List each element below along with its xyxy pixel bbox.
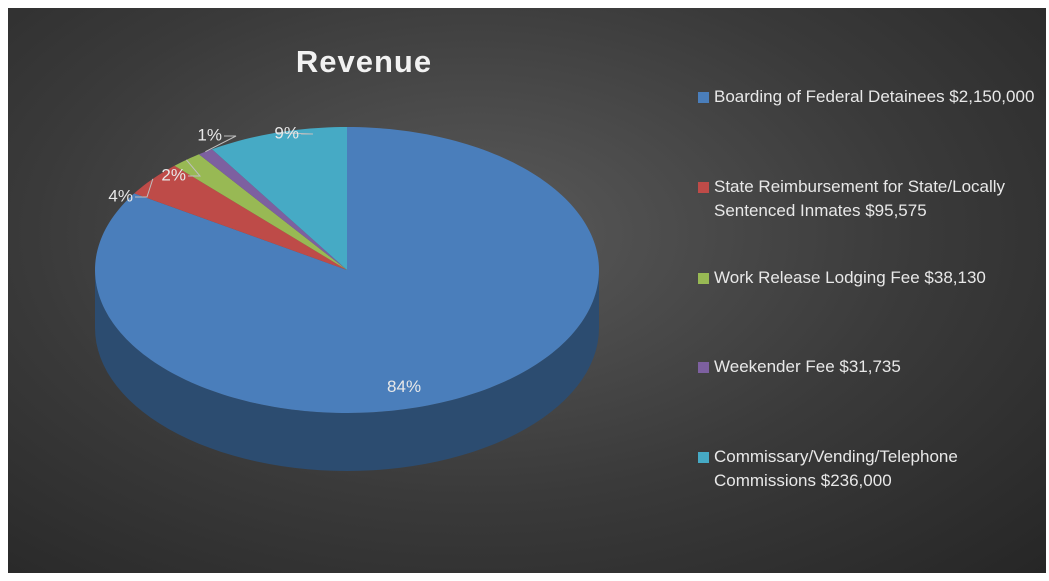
legend-label: Boarding of Federal Detainees $2,150,000	[714, 87, 1035, 106]
legend-swatch	[698, 273, 709, 284]
legend-label: Commissary/Vending/Telephone Commissions…	[714, 447, 958, 490]
legend-label: Work Release Lodging Fee $38,130	[714, 268, 986, 287]
chart: 84% 4% 2% 1% 9%	[95, 123, 599, 471]
chart-area: 84% 4% 2% 1% 9% Revenue Boarding of Federal …	[8, 8, 1046, 573]
leader-line	[185, 159, 202, 177]
pie-slice	[134, 165, 347, 270]
data-label: 4%	[108, 186, 133, 205]
pie-slice	[198, 149, 347, 270]
legend-swatch	[698, 92, 709, 103]
pie-slice	[211, 127, 347, 270]
leader-line	[205, 135, 237, 153]
legend-swatch	[698, 182, 709, 193]
pie-slice	[174, 154, 347, 270]
legend-item: Boarding of Federal Detainees $2,150,000	[698, 85, 1048, 109]
leader-line	[276, 132, 314, 135]
data-label: 9%	[274, 123, 299, 142]
data-label: 84%	[387, 377, 421, 396]
chart-title: Revenue	[295, 44, 433, 79]
legend-item: Work Release Lodging Fee $38,130	[698, 266, 1048, 290]
legend-label: Weekender Fee $31,735	[714, 357, 901, 376]
legend-label: State Reimbursement for State/Locally Se…	[714, 177, 1006, 220]
legend-item: Commissary/Vending/Telephone Commissions…	[698, 445, 1048, 493]
legend-item: State Reimbursement for State/Locally Se…	[698, 175, 1048, 223]
pie-slice	[95, 127, 599, 413]
legend-item: Weekender Fee $31,735	[698, 355, 1048, 379]
pie-side	[95, 270, 599, 471]
legend-swatch	[698, 452, 709, 463]
data-label: 1%	[197, 125, 222, 144]
leader-line	[135, 178, 154, 198]
data-label: 2%	[161, 165, 186, 184]
legend-swatch	[698, 362, 709, 373]
